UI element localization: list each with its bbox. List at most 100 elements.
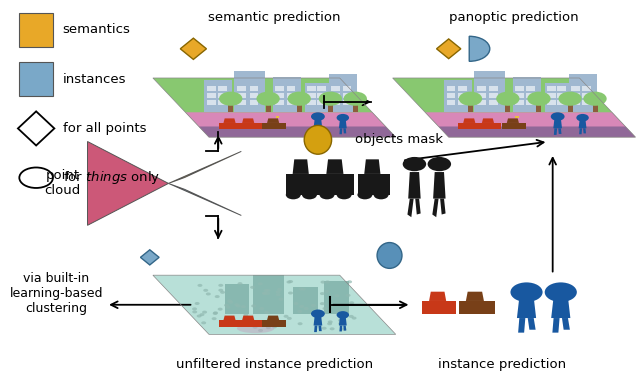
Polygon shape: [526, 100, 535, 105]
Circle shape: [201, 321, 206, 324]
Circle shape: [321, 281, 326, 284]
Circle shape: [288, 280, 293, 283]
Circle shape: [323, 307, 328, 310]
Circle shape: [264, 311, 269, 314]
Polygon shape: [554, 128, 557, 135]
Polygon shape: [319, 128, 322, 134]
Polygon shape: [287, 93, 295, 98]
Polygon shape: [557, 100, 566, 105]
Circle shape: [253, 325, 257, 329]
Circle shape: [272, 325, 277, 329]
Polygon shape: [579, 128, 582, 134]
Polygon shape: [297, 104, 301, 112]
Polygon shape: [342, 86, 351, 91]
Polygon shape: [332, 86, 340, 91]
Circle shape: [319, 92, 342, 106]
Circle shape: [346, 294, 351, 297]
Polygon shape: [557, 86, 566, 91]
Circle shape: [243, 314, 248, 317]
Polygon shape: [582, 86, 591, 91]
Polygon shape: [458, 123, 483, 129]
Circle shape: [511, 282, 543, 302]
Polygon shape: [207, 93, 216, 98]
Polygon shape: [305, 83, 330, 112]
Ellipse shape: [304, 125, 332, 154]
Circle shape: [276, 290, 280, 293]
Polygon shape: [273, 77, 301, 112]
Polygon shape: [339, 120, 347, 128]
Polygon shape: [343, 128, 346, 133]
Circle shape: [338, 319, 343, 322]
Polygon shape: [339, 317, 347, 325]
Polygon shape: [343, 325, 346, 330]
Circle shape: [374, 190, 388, 199]
Circle shape: [301, 288, 306, 291]
Polygon shape: [515, 100, 524, 105]
Circle shape: [299, 305, 304, 308]
Circle shape: [349, 301, 354, 304]
Polygon shape: [482, 118, 494, 123]
Circle shape: [280, 320, 285, 324]
Circle shape: [258, 282, 263, 285]
Polygon shape: [490, 93, 498, 98]
Circle shape: [403, 157, 426, 171]
Circle shape: [257, 92, 280, 106]
Polygon shape: [153, 275, 396, 334]
Circle shape: [258, 329, 263, 332]
Polygon shape: [458, 93, 467, 98]
Circle shape: [311, 304, 316, 307]
Polygon shape: [292, 159, 309, 174]
Polygon shape: [515, 86, 524, 91]
Polygon shape: [237, 86, 246, 91]
Text: objects mask: objects mask: [355, 133, 444, 146]
Polygon shape: [317, 93, 326, 98]
Polygon shape: [433, 172, 445, 199]
Circle shape: [277, 288, 282, 291]
Polygon shape: [324, 281, 349, 314]
Circle shape: [225, 306, 230, 309]
Text: instances: instances: [63, 73, 126, 86]
Polygon shape: [558, 128, 561, 134]
Polygon shape: [218, 86, 227, 91]
Polygon shape: [253, 275, 284, 314]
Circle shape: [347, 280, 352, 283]
Polygon shape: [287, 86, 295, 91]
Circle shape: [577, 114, 589, 121]
Polygon shape: [314, 119, 323, 128]
Text: panoptic prediction: panoptic prediction: [449, 11, 579, 24]
Polygon shape: [332, 100, 340, 105]
Polygon shape: [223, 118, 236, 123]
Polygon shape: [287, 100, 295, 105]
Polygon shape: [286, 174, 319, 195]
Polygon shape: [425, 112, 636, 137]
Polygon shape: [582, 93, 591, 98]
Polygon shape: [358, 174, 390, 195]
Text: unfiltered instance prediction: unfiltered instance prediction: [176, 358, 373, 371]
Circle shape: [496, 92, 520, 106]
Circle shape: [527, 92, 550, 106]
Polygon shape: [547, 93, 556, 98]
Text: semantics: semantics: [63, 23, 131, 36]
Circle shape: [212, 317, 216, 320]
Circle shape: [219, 92, 243, 106]
Circle shape: [264, 289, 268, 292]
Circle shape: [250, 286, 255, 289]
Polygon shape: [526, 86, 535, 91]
Polygon shape: [422, 301, 456, 314]
Ellipse shape: [237, 324, 275, 333]
Polygon shape: [267, 316, 279, 320]
Circle shape: [459, 92, 482, 106]
Circle shape: [218, 289, 223, 292]
Text: point
cloud: point cloud: [44, 169, 81, 197]
Circle shape: [551, 112, 564, 121]
Circle shape: [266, 289, 271, 292]
Circle shape: [237, 282, 243, 285]
Polygon shape: [180, 38, 207, 60]
Polygon shape: [207, 86, 216, 91]
Circle shape: [316, 313, 320, 316]
Polygon shape: [572, 100, 580, 105]
Circle shape: [236, 304, 241, 308]
Polygon shape: [459, 301, 495, 314]
Polygon shape: [228, 104, 233, 112]
Polygon shape: [557, 93, 566, 98]
